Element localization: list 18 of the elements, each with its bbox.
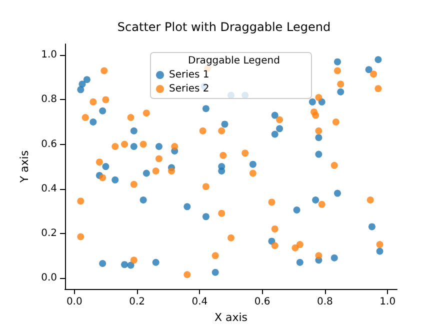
legend-title: Draggable Legend: [188, 56, 280, 66]
x-tick-label: 0.8: [317, 296, 333, 308]
y-axis-title: Y axis: [18, 150, 32, 184]
legend-label: Series 1: [169, 70, 210, 80]
chart-title: Scatter Plot with Draggable Legend: [117, 20, 331, 34]
x-axis-title: X axis: [214, 311, 248, 324]
x-tick-label: 0.6: [254, 296, 270, 308]
y-tick-label: 0.2: [41, 228, 57, 239]
y-tick-label: 0.4: [41, 183, 57, 194]
x-tick-label: 0.2: [129, 296, 145, 308]
y-tick-label: 0.6: [41, 138, 57, 150]
x-tick-label: 0.0: [66, 296, 82, 308]
x-tick-label: 0.4: [192, 296, 208, 308]
x-tick-label: 1.0: [380, 296, 396, 308]
legend-label: Series 2: [169, 84, 210, 94]
y-tick-label: 1.0: [41, 50, 57, 61]
y-tick-label: 0.0: [41, 272, 57, 284]
y-tick-label: 0.8: [41, 94, 57, 106]
